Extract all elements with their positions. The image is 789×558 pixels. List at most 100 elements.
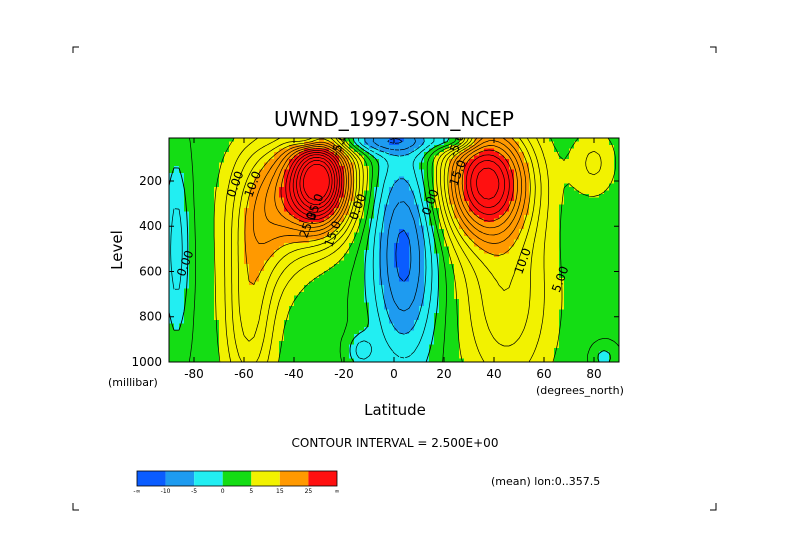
contour-fill-cell (484, 183, 490, 188)
contour-fill-cell (519, 250, 525, 255)
contour-fill-cell (429, 253, 435, 258)
contour-fill-cell (234, 257, 240, 262)
contour-fill-cell (279, 313, 285, 318)
contour-fill-cell (194, 173, 200, 178)
contour-fill-cell (174, 211, 180, 216)
contour-fill-cell (349, 190, 355, 195)
contour-fill-cell (304, 330, 310, 335)
contour-fill-cell (439, 281, 445, 286)
contour-fill-cell (209, 299, 215, 304)
contour-fill-cell (514, 239, 520, 244)
contour-fill-cell (494, 327, 500, 332)
contour-fill-cell (169, 211, 175, 216)
contour-fill-cell (299, 267, 305, 272)
contour-fill-cell (384, 302, 390, 307)
contour-fill-cell (239, 155, 245, 160)
contour-fill-cell (474, 173, 480, 178)
contour-fill-cell (429, 148, 435, 153)
contour-fill-cell (484, 288, 490, 293)
contour-fill-cell (524, 288, 530, 293)
contour-fill-cell (194, 208, 200, 213)
contour-fill-cell (424, 225, 430, 230)
contour-fill-cell (174, 260, 180, 265)
contour-fill-cell (464, 180, 470, 185)
contour-fill-cell (169, 215, 175, 220)
contour-fill-cell (584, 197, 590, 202)
contour-fill-cell (184, 302, 190, 307)
contour-fill-cell (519, 138, 525, 143)
contour-fill-cell (224, 246, 230, 251)
contour-fill-cell (529, 313, 535, 318)
contour-fill-cell (269, 208, 275, 213)
contour-fill-cell (399, 257, 405, 262)
contour-fill-cell (424, 260, 430, 265)
contour-fill-cell (204, 138, 210, 143)
contour-fill-cell (409, 253, 415, 258)
contour-fill-cell (459, 194, 465, 199)
contour-fill-cell (494, 145, 500, 150)
contour-fill-cell (204, 250, 210, 255)
contour-fill-cell (274, 155, 280, 160)
contour-fill-cell (594, 320, 600, 325)
contour-fill-cell (284, 141, 290, 146)
contour-fill-cell (244, 285, 250, 290)
contour-fill-cell (344, 299, 350, 304)
contour-fill-cell (394, 173, 400, 178)
contour-fill-cell (334, 267, 340, 272)
contour-fill-cell (404, 173, 410, 178)
contour-fill-cell (219, 152, 225, 157)
contour-fill-cell (359, 257, 365, 262)
contour-fill-cell (474, 313, 480, 318)
contour-fill-cell (329, 246, 335, 251)
contour-fill-cell (354, 155, 360, 160)
contour-fill-cell (439, 313, 445, 318)
contour-fill-cell (229, 159, 235, 164)
contour-fill-cell (424, 232, 430, 237)
contour-fill-cell (549, 152, 555, 157)
contour-fill-cell (294, 320, 300, 325)
contour-fill-cell (369, 239, 375, 244)
contour-fill-cell (559, 225, 565, 230)
contour-fill-cell (499, 260, 505, 265)
contour-fill-cell (524, 204, 530, 209)
contour-fill-cell (364, 327, 370, 332)
contour-fill-cell (489, 236, 495, 241)
contour-fill-cell (364, 159, 370, 164)
contour-fill-cell (224, 323, 230, 328)
contour-fill-cell (569, 316, 575, 321)
contour-fill-cell (254, 204, 260, 209)
contour-fill-cell (614, 180, 619, 185)
contour-fill-cell (524, 278, 530, 283)
contour-fill-cell (299, 138, 305, 143)
contour-fill-cell (259, 330, 265, 335)
contour-fill-cell (219, 218, 225, 223)
contour-fill-cell (309, 327, 315, 332)
contour-fill-cell (574, 141, 580, 146)
contour-fill-cell (169, 141, 175, 146)
contour-fill-cell (449, 176, 455, 181)
contour-fill-cell (409, 173, 415, 178)
contour-fill-cell (434, 292, 440, 297)
contour-fill-cell (504, 173, 510, 178)
contour-fill-cell (469, 274, 475, 279)
contour-fill-cell (614, 152, 619, 157)
contour-fill-cell (399, 138, 405, 143)
contour-fill-cell (459, 327, 465, 332)
contour-fill-cell (189, 138, 195, 143)
contour-fill-cell (324, 215, 330, 220)
contour-fill-cell (234, 225, 240, 230)
contour-fill-cell (209, 162, 215, 167)
contour-fill-cell (594, 309, 600, 314)
contour-fill-cell (609, 243, 615, 248)
contour-fill-cell (249, 145, 255, 150)
contour-fill-cell (369, 316, 375, 321)
contour-fill-cell (429, 236, 435, 241)
contour-fill-cell (174, 194, 180, 199)
contour-fill-cell (394, 211, 400, 216)
contour-fill-cell (554, 295, 560, 300)
contour-fill-cell (404, 222, 410, 227)
contour-fill-cell (529, 201, 535, 206)
contour-fill-cell (544, 225, 550, 230)
contour-fill-cell (609, 145, 615, 150)
contour-fill-cell (429, 159, 435, 164)
